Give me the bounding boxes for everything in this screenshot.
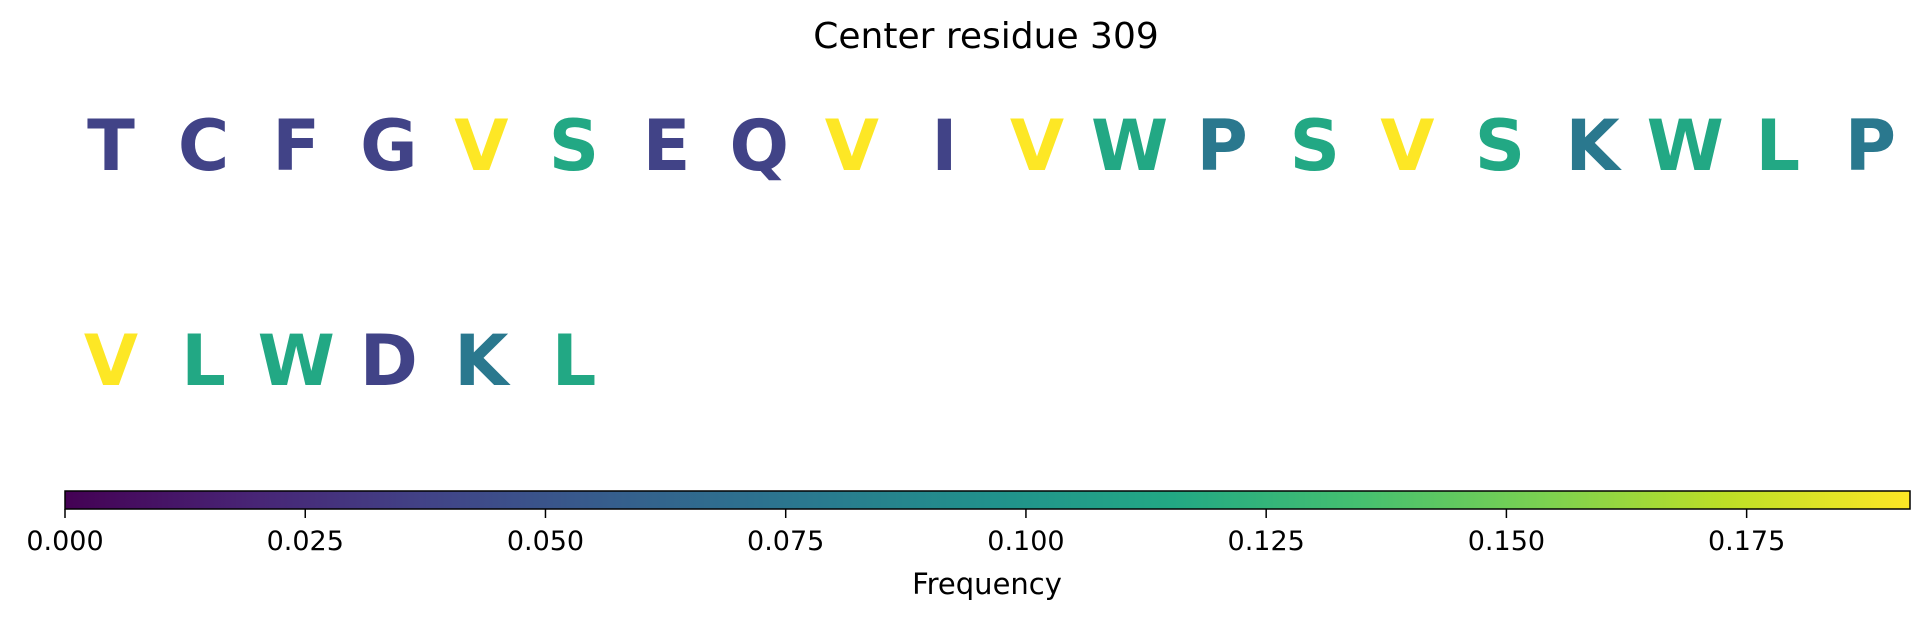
residue-letter: S [1475, 105, 1525, 187]
residue-sequence: T C F G V S E Q V I V W P S V S K W L PV L W D K L [84, 105, 1896, 402]
residue-letter: V [1010, 105, 1064, 187]
residue-letter: V [84, 320, 138, 402]
residue-letter: W [1647, 105, 1724, 187]
residue-letter: E [643, 105, 691, 187]
residue-letter: F [272, 105, 320, 187]
residue-letter: V [1380, 105, 1434, 187]
residue-letter: K [1565, 105, 1622, 187]
colorbar [64, 490, 1911, 510]
colorbar-tick-label: 0.000 [26, 526, 103, 557]
residue-letter: S [1290, 105, 1340, 187]
residue-letter: L [552, 320, 597, 402]
residue-letter: W [1091, 105, 1168, 187]
residue-letter: K [454, 320, 511, 402]
colorbar-tick-label: 0.125 [1228, 526, 1305, 557]
residue-letter: I [931, 105, 957, 187]
residue-letter: V [454, 105, 508, 187]
residue-letter: T [87, 105, 135, 187]
residue-letter: L [181, 320, 226, 402]
colorbar-label: Frequency [912, 567, 1062, 601]
residue-letter: L [1755, 105, 1800, 187]
residue-letter: D [360, 320, 418, 402]
residue-letter: Q [729, 105, 789, 187]
colorbar-ticks: 0.000 0.025 0.050 0.075 0.100 0.125 0.150 0.175 [26, 509, 1785, 557]
residue-letter: G [360, 105, 417, 187]
residue-letter: V [825, 105, 879, 187]
residue-letter: P [1845, 105, 1896, 187]
residue-letter: P [1197, 105, 1248, 187]
colorbar-tick-label: 0.175 [1708, 526, 1785, 557]
colorbar-tick-label: 0.075 [747, 526, 824, 557]
colorbar-tick-label: 0.150 [1468, 526, 1545, 557]
chart-title: Center residue 309 [813, 16, 1159, 57]
colorbar-tick-label: 0.025 [267, 526, 344, 557]
residue-letter: C [178, 105, 229, 187]
residue-letter: S [549, 105, 599, 187]
colorbar-tick-label: 0.050 [507, 526, 584, 557]
residue-letter: W [258, 320, 335, 402]
colorbar-tick-label: 0.100 [987, 526, 1064, 557]
